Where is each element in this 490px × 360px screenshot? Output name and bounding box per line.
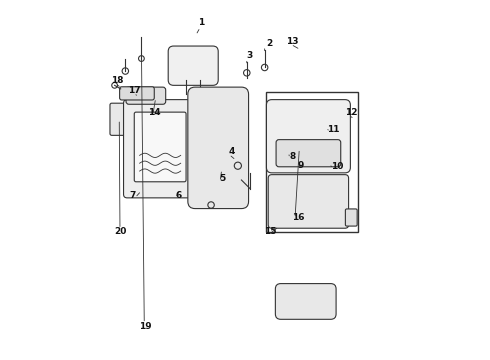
Text: 7: 7 bbox=[129, 191, 136, 200]
FancyBboxPatch shape bbox=[275, 284, 336, 319]
FancyBboxPatch shape bbox=[188, 87, 248, 208]
Text: 18: 18 bbox=[111, 76, 123, 85]
Text: 6: 6 bbox=[175, 191, 181, 200]
Text: 8: 8 bbox=[290, 152, 295, 161]
Text: 13: 13 bbox=[286, 37, 299, 46]
Bar bbox=[267, 93, 358, 232]
Text: 9: 9 bbox=[297, 161, 304, 170]
Text: 16: 16 bbox=[292, 213, 304, 222]
FancyBboxPatch shape bbox=[276, 140, 341, 167]
Polygon shape bbox=[283, 144, 290, 158]
FancyBboxPatch shape bbox=[123, 100, 197, 198]
FancyBboxPatch shape bbox=[134, 112, 186, 182]
FancyBboxPatch shape bbox=[345, 209, 357, 226]
Text: 3: 3 bbox=[246, 51, 252, 60]
Text: 11: 11 bbox=[327, 125, 340, 134]
FancyBboxPatch shape bbox=[168, 46, 218, 85]
Text: 19: 19 bbox=[139, 322, 152, 331]
Text: 17: 17 bbox=[128, 86, 141, 95]
Text: 5: 5 bbox=[220, 175, 226, 184]
Text: 14: 14 bbox=[147, 108, 160, 117]
Text: 20: 20 bbox=[115, 227, 127, 236]
Text: 15: 15 bbox=[265, 227, 277, 236]
Text: 1: 1 bbox=[198, 18, 204, 27]
Text: 12: 12 bbox=[345, 108, 358, 117]
Text: 10: 10 bbox=[331, 162, 343, 171]
FancyBboxPatch shape bbox=[120, 87, 154, 100]
FancyBboxPatch shape bbox=[110, 103, 126, 135]
FancyBboxPatch shape bbox=[268, 175, 348, 228]
FancyBboxPatch shape bbox=[267, 100, 350, 173]
FancyBboxPatch shape bbox=[126, 87, 166, 104]
Text: 2: 2 bbox=[266, 39, 272, 48]
Polygon shape bbox=[280, 130, 298, 155]
Text: 4: 4 bbox=[229, 147, 235, 156]
